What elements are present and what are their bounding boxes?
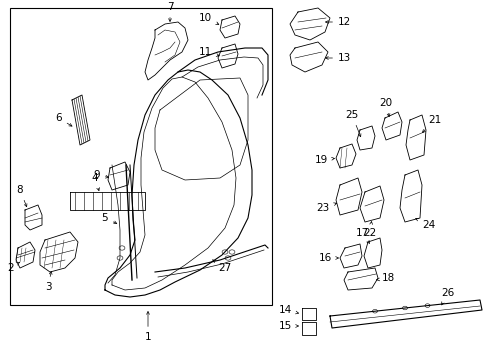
Text: 27: 27: [212, 260, 231, 273]
Text: 13: 13: [325, 53, 350, 63]
Text: 4: 4: [92, 173, 99, 190]
Text: 8: 8: [17, 185, 27, 207]
Text: 21: 21: [422, 115, 440, 132]
Text: 3: 3: [44, 271, 52, 292]
Text: 7: 7: [166, 2, 173, 22]
Text: 12: 12: [325, 17, 350, 27]
Text: 24: 24: [415, 219, 434, 230]
Text: 17: 17: [355, 228, 369, 243]
Bar: [10, 8, 271, 305]
Text: 15: 15: [278, 321, 298, 331]
Text: 5: 5: [101, 213, 117, 224]
Text: 9: 9: [93, 170, 108, 180]
Text: 18: 18: [376, 273, 394, 283]
Text: 2: 2: [7, 262, 20, 273]
Text: 1: 1: [144, 311, 151, 342]
Text: 20: 20: [379, 98, 392, 117]
Text: 16: 16: [318, 253, 338, 263]
Text: 19: 19: [314, 155, 334, 165]
Text: 14: 14: [278, 305, 298, 315]
Text: 11: 11: [198, 47, 219, 57]
Text: 23: 23: [316, 203, 336, 213]
Text: 22: 22: [363, 221, 376, 238]
Text: 26: 26: [441, 288, 454, 305]
Text: 10: 10: [199, 13, 218, 24]
Text: 25: 25: [345, 110, 360, 137]
Text: 6: 6: [55, 113, 72, 126]
